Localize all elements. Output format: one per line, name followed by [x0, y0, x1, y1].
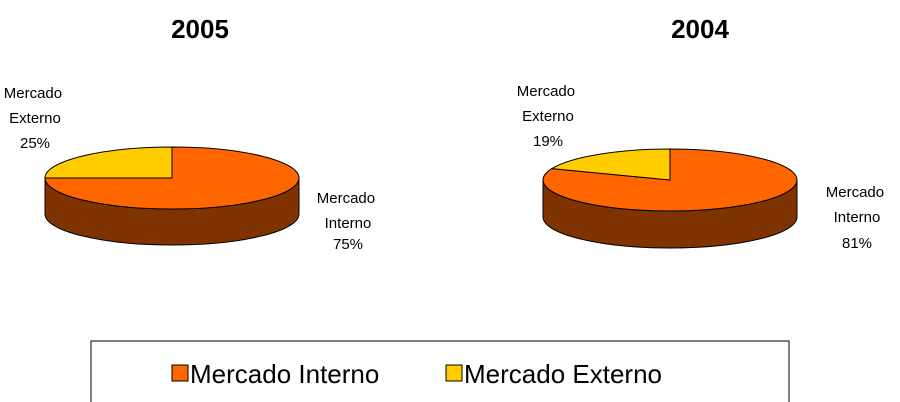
slice-label-interno-2004-pct: 81%	[842, 235, 872, 252]
legend-label-externo: Mercado Externo	[464, 359, 662, 389]
pie-chart-2004: 2004 Mercado Externo 19% Mercado Interno…	[517, 14, 889, 252]
chart-title-2004: 2004	[671, 14, 729, 44]
pie-2004	[542, 148, 798, 249]
pie-slice-externo	[44, 146, 173, 179]
chart-title-2005: 2005	[171, 14, 229, 44]
slice-label-externo-2004-pct: 19%	[533, 133, 563, 150]
legend-box	[90, 340, 790, 402]
pie-2005	[44, 146, 300, 246]
legend-label-interno: Mercado Interno	[190, 359, 379, 389]
slice-label-externo-2005-pct: 25%	[20, 135, 50, 152]
slice-label-externo-2004: Mercado Externo	[517, 83, 580, 125]
slice-label-interno-2005-pct: 75%	[333, 236, 363, 253]
legend: Mercado Interno Mercado Externo	[90, 340, 790, 402]
slice-label-interno-2004: Mercado Interno	[826, 184, 889, 226]
legend-swatch-externo	[445, 364, 463, 382]
pie-slice-interno	[44, 146, 300, 210]
pie-slice-interno	[542, 148, 798, 212]
slice-label-externo-2005: Mercado Externo	[4, 85, 67, 127]
legend-swatch-interno	[171, 364, 189, 382]
pie-slice-externo	[550, 148, 671, 181]
slice-label-interno-2005: Mercado Interno	[317, 190, 380, 232]
pie-chart-2005: 2005 Mercado Externo 25% Mercado Interno…	[4, 14, 380, 253]
